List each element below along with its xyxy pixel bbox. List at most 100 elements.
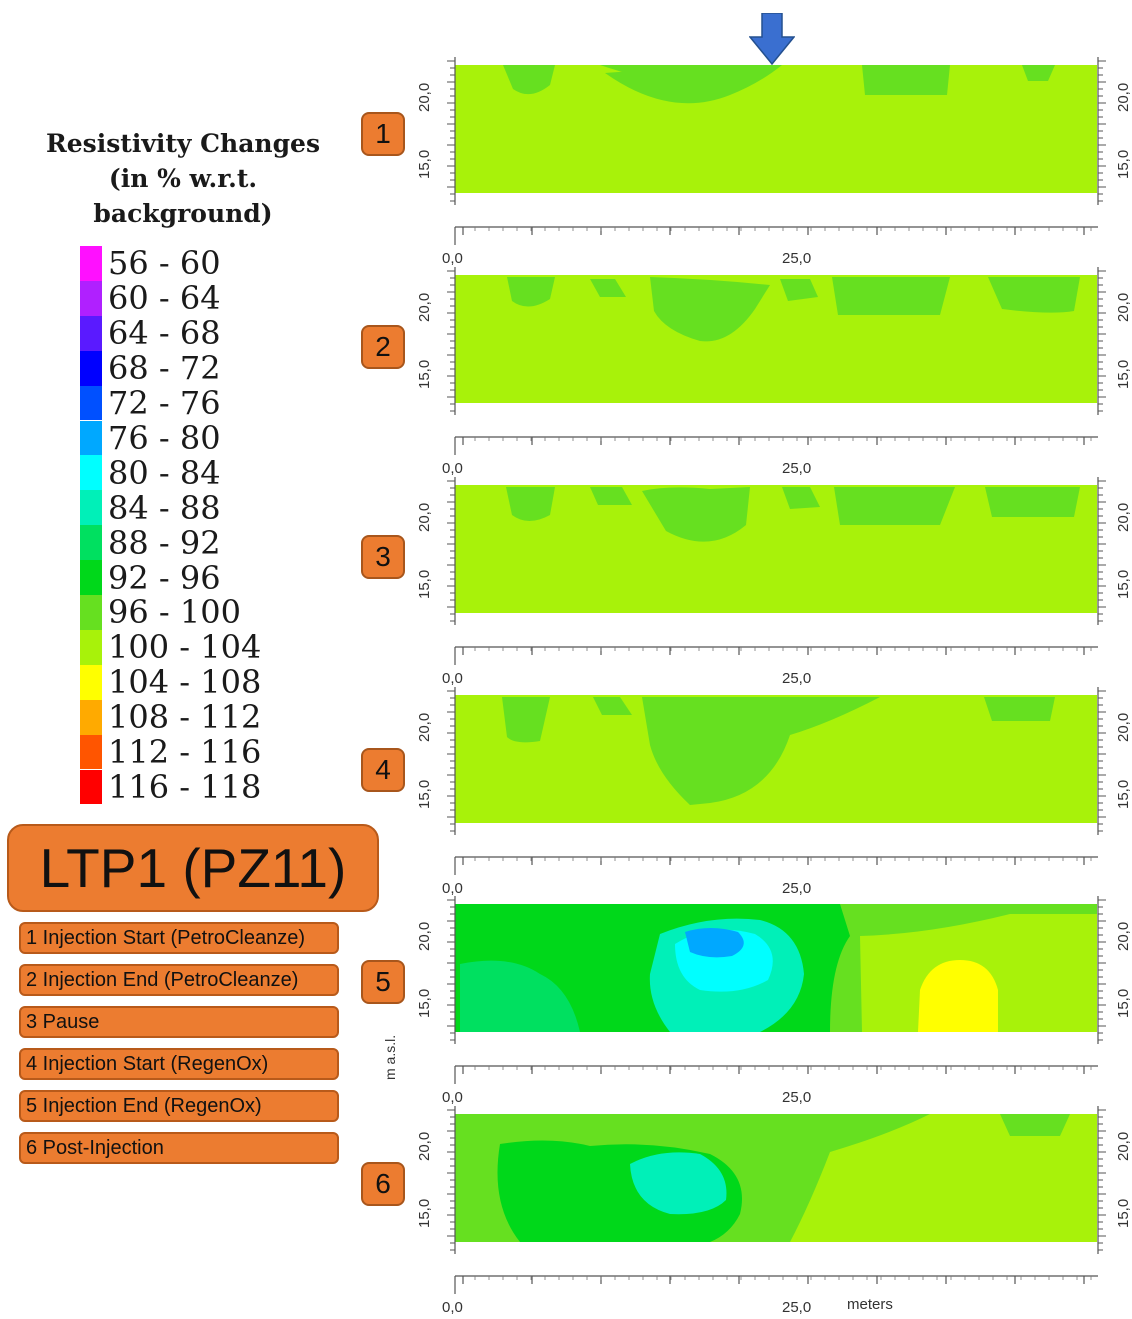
y-axis-unit-label: m a.s.l. (382, 1034, 398, 1080)
panel-number-2: 2 (361, 325, 405, 369)
legend-label: 76 - 80 (108, 418, 221, 457)
y-tick-label-20: 20,0 (416, 83, 433, 112)
legend-item: 72 - 76 (80, 384, 221, 423)
legend-item: 60 - 64 (80, 280, 221, 316)
panel-number-5: 5 (361, 960, 405, 1004)
y-tick-label-20: 20,0 (416, 293, 433, 322)
legend-item: 108 - 112 (80, 699, 261, 735)
legend-swatch (80, 699, 102, 735)
legend-swatch (80, 769, 102, 805)
resistivity-anomaly (918, 960, 998, 1032)
panel-number-3: 3 (361, 535, 405, 579)
resistivity-anomalies (507, 277, 1080, 342)
step-3-label: 3 Pause (19, 1006, 339, 1038)
y-tick-label-20: 20,0 (416, 1132, 433, 1161)
resistivity-anomaly (650, 277, 770, 342)
resistivity-anomaly (593, 697, 632, 715)
y-tick-label-20-right: 20,0 (1115, 503, 1132, 532)
resistivity-anomaly (590, 487, 632, 505)
legend-swatch (80, 664, 102, 700)
y-tick-label-20-right: 20,0 (1115, 293, 1132, 322)
legend-item: 104 - 108 (80, 664, 261, 700)
section-background (455, 275, 1097, 403)
resistivity-anomaly (782, 487, 820, 509)
resistivity-section-5: 20,0 15,0 20,0 15,0 0,0 25,0 (416, 896, 1132, 1106)
legend-swatch (80, 734, 102, 770)
legend-swatch (80, 525, 102, 561)
legend-title-line-2: (in % w.r.t. (108, 164, 258, 193)
x-tick-label-0: 0,0 (442, 880, 463, 897)
legend-swatch (80, 246, 102, 281)
legend-swatch (80, 455, 102, 491)
resistivity-anomaly (630, 1152, 727, 1215)
resistivity-anomaly (985, 487, 1080, 517)
legend-item: 96 - 100 (80, 595, 241, 630)
legend-label: 80 - 84 (108, 453, 221, 492)
legend-item: 64 - 68 (80, 315, 221, 351)
legend-title-line-3: background) (93, 199, 273, 228)
step-4-label: 4 Injection Start (RegenOx) (19, 1048, 339, 1080)
legend-item: 68 - 72 (80, 349, 221, 388)
legend-label: 72 - 76 (108, 384, 221, 423)
legend-swatch (80, 315, 102, 351)
legend-swatch (80, 280, 102, 316)
step-5-label: 5 Injection End (RegenOx) (19, 1090, 339, 1122)
legend-item: 56 - 60 (80, 246, 221, 281)
resistivity-section-1: 20,0 15,0 20,0 15,0 0,0 25,0 (416, 57, 1132, 267)
legend-swatch (80, 560, 102, 595)
legend-title-line-1: Resistivity Changes (45, 129, 321, 158)
y-tick-label-20-right: 20,0 (1115, 83, 1132, 112)
resistivity-anomaly (1000, 1114, 1070, 1136)
legend-item: 92 - 96 (80, 560, 221, 595)
legend-label: 92 - 96 (108, 558, 221, 597)
y-tick-label-15-right: 15,0 (1115, 150, 1132, 179)
step-6-label: 6 Post-Injection (19, 1132, 339, 1164)
y-tick-label-15-right: 15,0 (1115, 570, 1132, 599)
x-tick-label-25: 25,0 (782, 1299, 811, 1316)
resistivity-anomaly (590, 279, 626, 297)
legend-label: 84 - 88 (108, 488, 221, 527)
y-tick-label-15-right: 15,0 (1115, 989, 1132, 1018)
legend-item: 76 - 80 (80, 418, 221, 457)
legend-swatch (80, 420, 102, 456)
injection-point-arrow-icon (749, 13, 795, 65)
resistivity-section-6: 20,0 15,0 20,0 15,0 0,0 25,0 (416, 1106, 1132, 1316)
resistivity-anomaly (832, 277, 950, 315)
y-tick-label-20: 20,0 (416, 503, 433, 532)
panel-number-6: 6 (361, 1162, 405, 1206)
legend-swatch (80, 629, 102, 665)
legend-label: 112 - 116 (108, 733, 262, 772)
resistivity-anomaly (642, 487, 750, 542)
step-1-label: 1 Injection Start (PetroCleanze) (19, 922, 339, 954)
resistivity-anomaly (1022, 65, 1055, 81)
resistivity-anomaly (780, 279, 818, 301)
legend-label: 68 - 72 (108, 349, 221, 388)
legend-label: 88 - 92 (108, 523, 221, 562)
section-background (455, 65, 1097, 193)
resistivity-anomaly (605, 65, 782, 104)
y-tick-label-20-right: 20,0 (1115, 713, 1132, 742)
legend-item: 100 - 104 (80, 629, 261, 665)
y-tick-label-20-right: 20,0 (1115, 922, 1132, 951)
legend-label: 96 - 100 (108, 593, 241, 632)
step-2-label: 2 Injection End (PetroCleanze) (19, 964, 339, 996)
resistivity-anomaly (507, 277, 555, 307)
legend-title: Resistivity Changes (in % w.r.t. backgro… (38, 126, 328, 231)
resistivity-anomaly (460, 960, 580, 1032)
resistivity-anomaly (503, 65, 555, 95)
legend-label: 116 - 118 (108, 767, 262, 806)
y-tick-label-15: 15,0 (416, 989, 433, 1018)
resistivity-section-4: 20,0 15,0 20,0 15,0 0,0 25,0 (416, 687, 1132, 897)
legend-swatch (80, 490, 102, 526)
x-axis-unit-label: meters (847, 1296, 893, 1313)
legend-swatch (80, 350, 102, 386)
legend-item: 84 - 88 (80, 488, 221, 527)
y-tick-label-15: 15,0 (416, 570, 433, 599)
x-tick-label-25: 25,0 (782, 250, 811, 267)
resistivity-anomaly (984, 697, 1055, 721)
resistivity-anomaly (642, 697, 880, 805)
y-tick-label-20-right: 20,0 (1115, 1132, 1132, 1161)
legend-item: 88 - 92 (80, 523, 221, 562)
legend-swatch (80, 385, 102, 421)
resistivity-anomalies (502, 697, 1055, 805)
